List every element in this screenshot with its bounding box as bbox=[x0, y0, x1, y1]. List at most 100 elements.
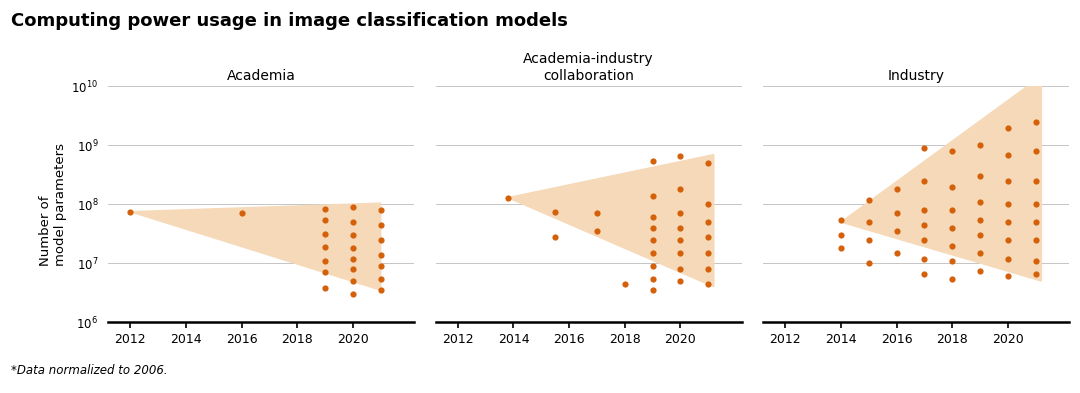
Point bbox=[616, 281, 633, 287]
Point bbox=[233, 210, 251, 217]
Point bbox=[1027, 219, 1044, 225]
Point bbox=[999, 151, 1016, 158]
Point bbox=[373, 275, 390, 282]
Point bbox=[373, 237, 390, 243]
Point bbox=[672, 210, 689, 217]
Point bbox=[860, 237, 877, 243]
Point bbox=[944, 242, 961, 249]
Point bbox=[972, 173, 989, 179]
Point bbox=[373, 222, 390, 228]
Point bbox=[860, 196, 877, 203]
Point bbox=[860, 219, 877, 225]
Point bbox=[373, 207, 390, 213]
Point bbox=[972, 268, 989, 274]
Point bbox=[345, 266, 362, 272]
Point bbox=[1027, 237, 1044, 243]
Point bbox=[672, 153, 689, 160]
Point bbox=[644, 237, 661, 243]
Point bbox=[1027, 258, 1044, 264]
Point bbox=[373, 263, 390, 269]
Point bbox=[888, 250, 905, 256]
Point bbox=[122, 209, 139, 215]
Point bbox=[944, 148, 961, 154]
Point bbox=[972, 250, 989, 256]
Point bbox=[345, 255, 362, 262]
Point bbox=[700, 281, 717, 287]
Point bbox=[888, 210, 905, 217]
Point bbox=[1027, 201, 1044, 208]
Point bbox=[589, 210, 606, 217]
Polygon shape bbox=[841, 76, 1041, 281]
Point bbox=[833, 245, 850, 252]
Point bbox=[916, 222, 933, 228]
Point bbox=[1027, 119, 1044, 125]
Point bbox=[345, 232, 362, 238]
Point bbox=[833, 217, 850, 223]
Point bbox=[672, 237, 689, 243]
Point bbox=[589, 228, 606, 234]
Point bbox=[972, 217, 989, 223]
Point bbox=[345, 204, 362, 210]
Point bbox=[345, 278, 362, 284]
Title: Academia: Academia bbox=[227, 68, 296, 83]
Point bbox=[999, 255, 1016, 262]
Point bbox=[700, 160, 717, 166]
Point bbox=[373, 252, 390, 258]
Point bbox=[644, 250, 661, 256]
Point bbox=[888, 186, 905, 193]
Point bbox=[860, 260, 877, 266]
Point bbox=[1027, 73, 1044, 79]
Point bbox=[700, 201, 717, 208]
Point bbox=[916, 255, 933, 262]
Point bbox=[672, 225, 689, 231]
Point bbox=[999, 201, 1016, 208]
Text: *Data normalized to 2006.: *Data normalized to 2006. bbox=[11, 364, 167, 377]
Point bbox=[644, 193, 661, 199]
Point bbox=[316, 258, 334, 264]
Point bbox=[316, 269, 334, 275]
Point bbox=[316, 217, 334, 223]
Point bbox=[700, 234, 717, 240]
Point bbox=[316, 230, 334, 237]
Point bbox=[700, 250, 717, 256]
Point bbox=[672, 266, 689, 272]
Point bbox=[345, 291, 362, 297]
Point bbox=[916, 145, 933, 151]
Point bbox=[1027, 271, 1044, 277]
Point bbox=[972, 199, 989, 205]
Point bbox=[999, 273, 1016, 279]
Point bbox=[345, 219, 362, 225]
Point bbox=[672, 250, 689, 256]
Point bbox=[644, 225, 661, 231]
Point bbox=[499, 195, 516, 201]
Point bbox=[373, 287, 390, 293]
Point bbox=[999, 219, 1016, 225]
Point bbox=[546, 234, 564, 240]
Point bbox=[944, 275, 961, 282]
Point bbox=[1027, 178, 1044, 184]
Title: Industry: Industry bbox=[888, 68, 945, 83]
Point bbox=[316, 206, 334, 212]
Point bbox=[916, 237, 933, 243]
Point bbox=[944, 207, 961, 213]
Point bbox=[916, 178, 933, 184]
Polygon shape bbox=[131, 203, 381, 290]
Point bbox=[833, 232, 850, 238]
Point bbox=[916, 207, 933, 213]
Point bbox=[316, 244, 334, 250]
Point bbox=[999, 125, 1016, 131]
Point bbox=[644, 214, 661, 220]
Point bbox=[944, 184, 961, 190]
Point bbox=[672, 278, 689, 284]
Point bbox=[700, 266, 717, 272]
Point bbox=[644, 287, 661, 293]
Point bbox=[916, 271, 933, 277]
Point bbox=[888, 228, 905, 234]
Point bbox=[672, 186, 689, 193]
Point bbox=[644, 158, 661, 164]
Point bbox=[1027, 148, 1044, 154]
Title: Academia-industry
collaboration: Academia-industry collaboration bbox=[524, 52, 653, 83]
Point bbox=[345, 245, 362, 252]
Point bbox=[972, 232, 989, 238]
Polygon shape bbox=[508, 154, 714, 287]
